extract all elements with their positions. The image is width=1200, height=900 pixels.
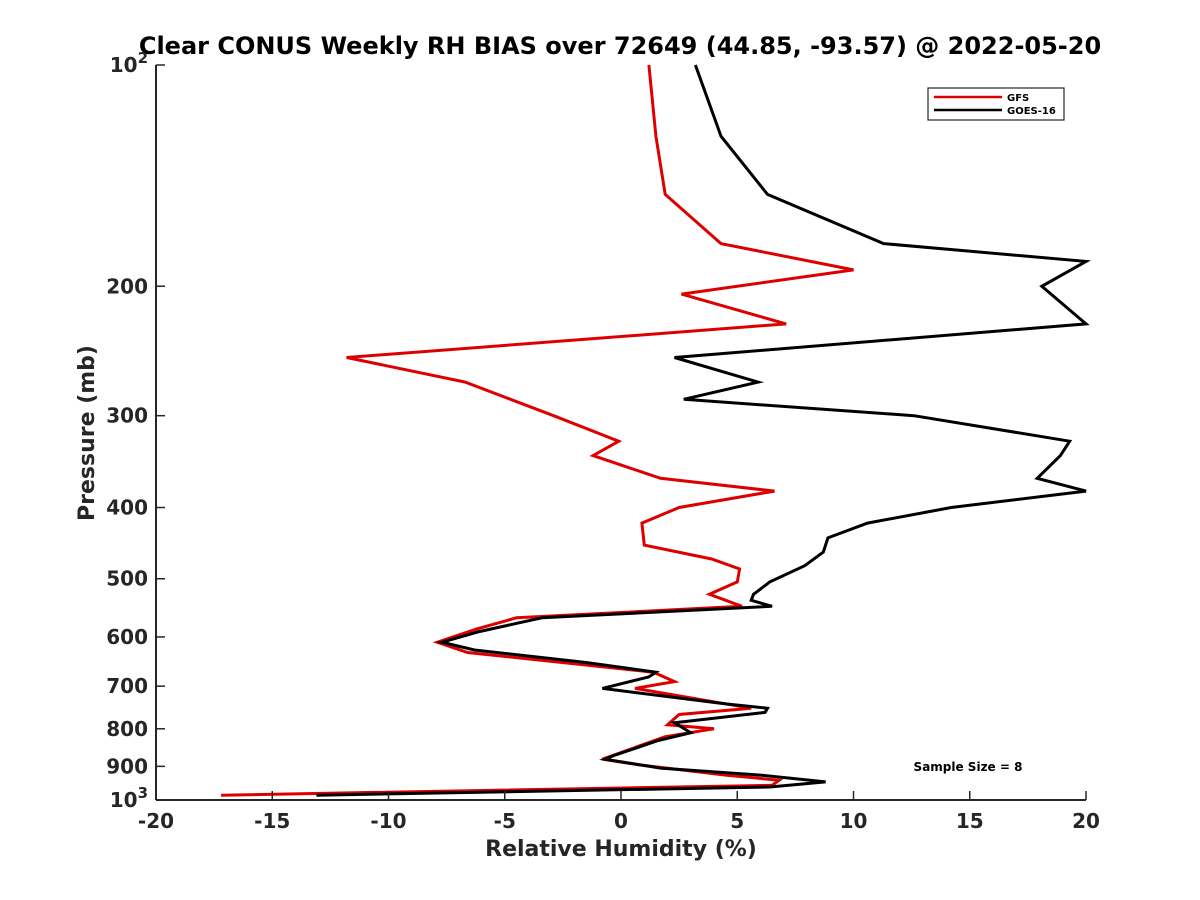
y-tick-label: 500: [106, 567, 148, 591]
series-line-goes-16: [316, 64, 1091, 797]
x-tick-label: -20: [138, 809, 174, 833]
y-tick-label: 900: [106, 754, 148, 778]
x-ticks: -20 -15 -10 -5 0 5 10 15 20: [138, 791, 1100, 833]
x-tick-label: 15: [956, 809, 984, 833]
x-tick-label: -15: [254, 809, 290, 833]
y-axis-label: Pressure (mb): [75, 345, 100, 521]
x-tick-label: 5: [730, 809, 744, 833]
y-tick-label: 102: [110, 49, 148, 77]
y-tick-label: 800: [106, 717, 148, 741]
sample-size-annotation: Sample Size = 8: [914, 760, 1023, 774]
legend-label-gfs: GFS: [1007, 93, 1029, 104]
y-tick-label: 400: [106, 496, 148, 520]
x-tick-label: -10: [370, 809, 406, 833]
y-tick-label: 103: [110, 784, 148, 812]
x-tick-label: 10: [840, 809, 868, 833]
y-ticks: 102 200 300 400 500 600 700 800 900 103: [106, 49, 165, 812]
chart-title: Clear CONUS Weekly RH BIAS over 72649 (4…: [139, 32, 1101, 60]
y-tick-label: 200: [106, 274, 148, 298]
series-layer: [221, 64, 1091, 797]
x-tick-label: 20: [1072, 809, 1100, 833]
legend-label-goes16: GOES-16: [1007, 106, 1056, 117]
x-tick-label: 0: [614, 809, 628, 833]
x-tick-label: -5: [494, 809, 516, 833]
legend-box: [927, 87, 1065, 121]
x-axis-label: Relative Humidity (%): [485, 837, 757, 862]
y-tick-label: 600: [106, 625, 148, 649]
y-tick-label: 300: [106, 404, 148, 428]
y-tick-label: 700: [106, 674, 148, 698]
legend: GFS GOES-16: [927, 87, 1065, 121]
